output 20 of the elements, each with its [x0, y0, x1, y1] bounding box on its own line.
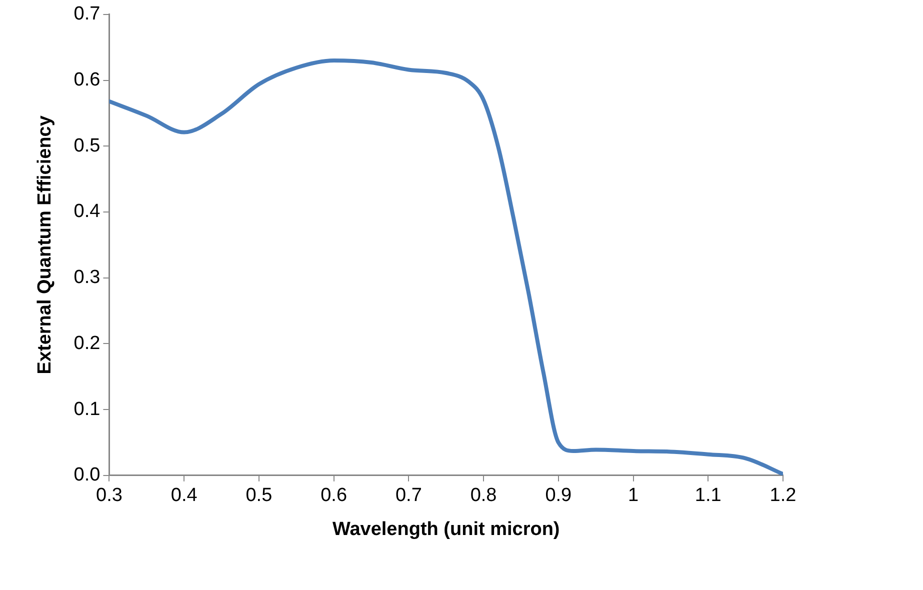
y-tick-label: 0.2 — [74, 332, 100, 354]
x-tick-label: 1.2 — [770, 485, 796, 506]
x-tick-label: 1 — [628, 485, 639, 506]
y-tick-label: 0.3 — [74, 267, 100, 288]
x-axis-title: Wavelength (unit micron) — [332, 518, 560, 540]
x-tick-label: 0.4 — [170, 485, 198, 506]
x-tick-label: 0.6 — [320, 485, 348, 506]
x-tick-label: 0.7 — [395, 485, 422, 506]
y-tick-label: 0.4 — [74, 201, 101, 222]
y-tick-label: 0.1 — [74, 398, 100, 420]
x-tick-label: 0.5 — [246, 485, 272, 506]
y-axis-title: External Quantum Efficiency — [34, 115, 56, 374]
x-tick-label: 0.8 — [470, 485, 497, 506]
y-tick-label: 0.5 — [74, 135, 100, 156]
y-tick-label: 0.7 — [74, 4, 100, 25]
x-tick-label: 0.9 — [545, 485, 572, 506]
x-tick-label: 0.3 — [96, 485, 122, 506]
y-tick-label: 0.6 — [74, 69, 100, 90]
y-tick-label: 0.0 — [74, 464, 100, 486]
x-tick-label: 1.1 — [694, 485, 722, 506]
